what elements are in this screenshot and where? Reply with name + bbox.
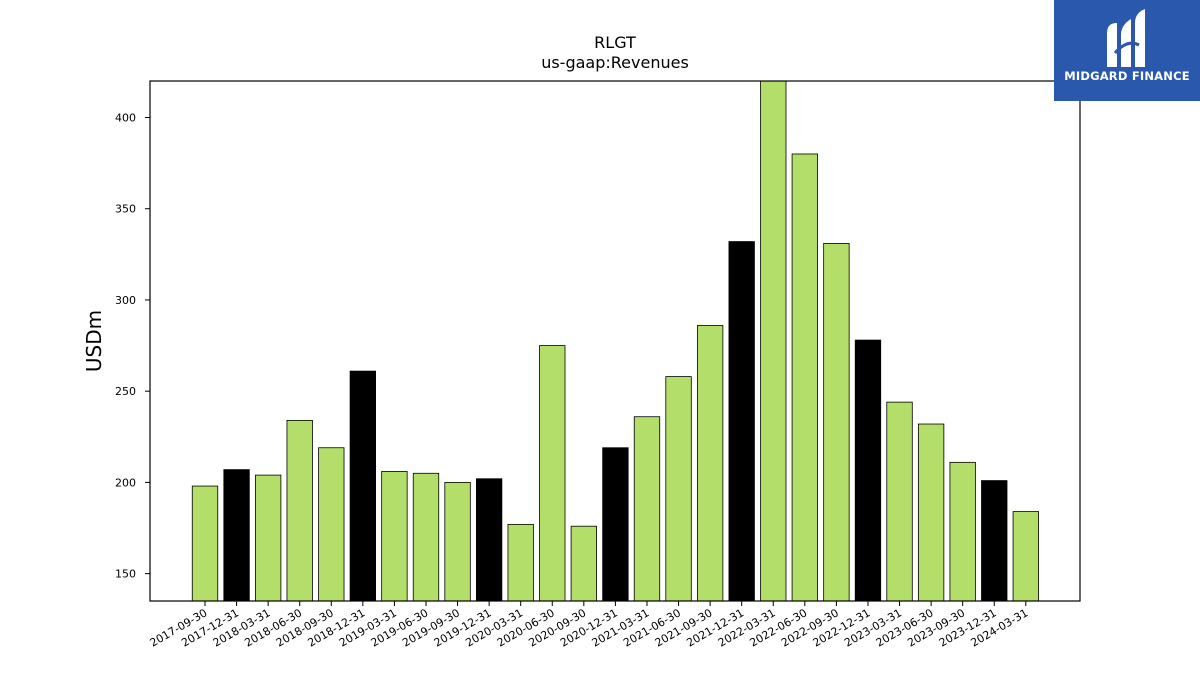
- bar-2021-06-30: [665, 376, 692, 602]
- bar-2019-12-31: [475, 478, 503, 602]
- chart-title: RLGT: [594, 33, 636, 52]
- bar-2021-09-30: [696, 325, 724, 602]
- bars-group: [191, 80, 1039, 602]
- bar-2022-06-30: [791, 153, 818, 602]
- bar-2019-09-30: [444, 481, 471, 602]
- x-axis: 2017-09-302017-12-312018-03-312018-06-30…: [148, 601, 1030, 650]
- bar-2021-03-31: [633, 416, 661, 602]
- bar-2020-09-30: [570, 525, 597, 602]
- bar-2023-09-30: [949, 461, 976, 602]
- bar-2019-03-31: [381, 471, 408, 602]
- plot-frame: [149, 80, 1081, 602]
- y-tick-label: 150: [115, 568, 136, 581]
- bar-2022-12-31: [854, 339, 882, 602]
- bar-2023-03-31: [886, 401, 913, 602]
- midgard-logo-icon: [1107, 9, 1145, 67]
- chart-subtitle: us-gaap:Revenues: [541, 53, 689, 72]
- bar-2020-06-30: [539, 345, 566, 602]
- bar-2022-03-31: [760, 80, 787, 602]
- bar-2019-06-30: [412, 472, 440, 602]
- bar-2023-12-31: [981, 480, 1008, 602]
- brand-name: MIDGARD FINANCE: [1064, 69, 1190, 83]
- bar-2018-03-31: [254, 474, 282, 602]
- bar-2021-12-31: [728, 241, 755, 602]
- bar-2017-12-31: [223, 469, 250, 602]
- bar-2018-09-30: [318, 447, 345, 602]
- y-axis: 150 200 250 300 350 400: [115, 111, 150, 581]
- y-tick-label: 200: [115, 476, 136, 489]
- bar-2020-03-31: [507, 523, 534, 602]
- bar-2017-09-30: [191, 485, 219, 602]
- bar-2023-06-30: [917, 423, 945, 602]
- y-tick-label: 350: [115, 203, 136, 216]
- y-tick-label: 300: [115, 294, 136, 307]
- brand-logo: MIDGARD FINANCE: [1054, 0, 1200, 101]
- bar-2018-06-30: [286, 419, 313, 602]
- bar-2020-12-31: [602, 447, 629, 602]
- y-axis-label: USDm: [82, 310, 106, 372]
- bar-2018-12-31: [349, 370, 377, 602]
- y-tick-label: 250: [115, 385, 136, 398]
- y-tick-label: 400: [115, 111, 136, 124]
- bar-2024-03-31: [1012, 511, 1039, 602]
- bar-2022-09-30: [823, 242, 850, 602]
